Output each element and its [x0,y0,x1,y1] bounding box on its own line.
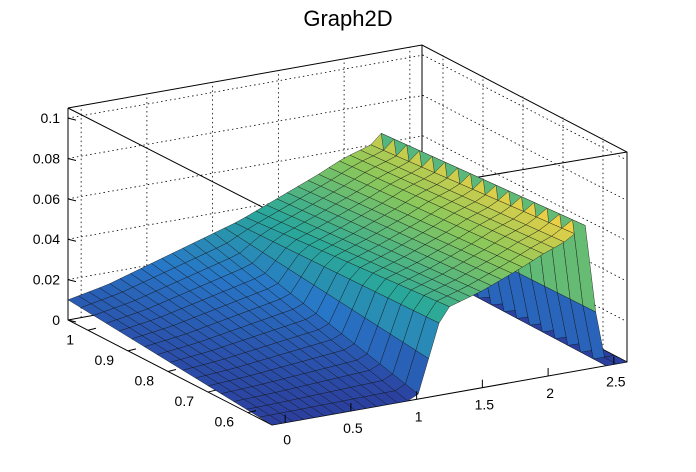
y-tick [247,410,257,414]
y-tick-label: 1 [66,331,74,347]
z-tick [67,198,77,202]
z-tick [67,238,77,242]
y-tick [127,348,137,352]
grid-lines [67,47,628,350]
y-tick-label: 0.7 [175,393,195,409]
x-tick-label: 1 [415,408,423,424]
x-tick-label: 0 [283,432,291,448]
x-tick-label: 0.5 [343,420,363,436]
y-tick-label: 0.9 [95,352,115,368]
z-tick-label: 0.06 [33,191,60,207]
z-tick-label: 0.02 [33,272,60,288]
z-tick-label: 0 [52,312,60,328]
surface-plot [67,132,628,426]
x-tick-label: 1.5 [475,397,495,413]
z-tick-label: 0.1 [41,110,61,126]
y-tick [207,389,217,393]
z-tick [67,117,77,121]
x-tick-label: 2.5 [606,373,626,389]
z-tick-label: 0.08 [33,150,60,166]
z-tick [67,279,77,283]
z-tick [67,319,77,323]
z-tick [67,157,77,161]
x-tick-label: 2 [546,385,554,401]
y-tick [87,327,97,331]
chart-title: Graph2D [303,6,392,31]
surface-cell [603,355,628,365]
y-tick-label: 0.6 [215,414,235,430]
grid-line [67,135,628,242]
grid-line [67,54,628,161]
y-tick-label: 0.8 [135,372,155,388]
axis-ticks: 0 0.02 0.04 0.06 0.08 0.1 0 0.5 1 1.5 2 2.5 0.6 0.7 0.… [33,110,626,448]
z-tick-label: 0.04 [33,231,60,247]
grid-line [67,95,628,201]
y-tick [167,368,177,372]
